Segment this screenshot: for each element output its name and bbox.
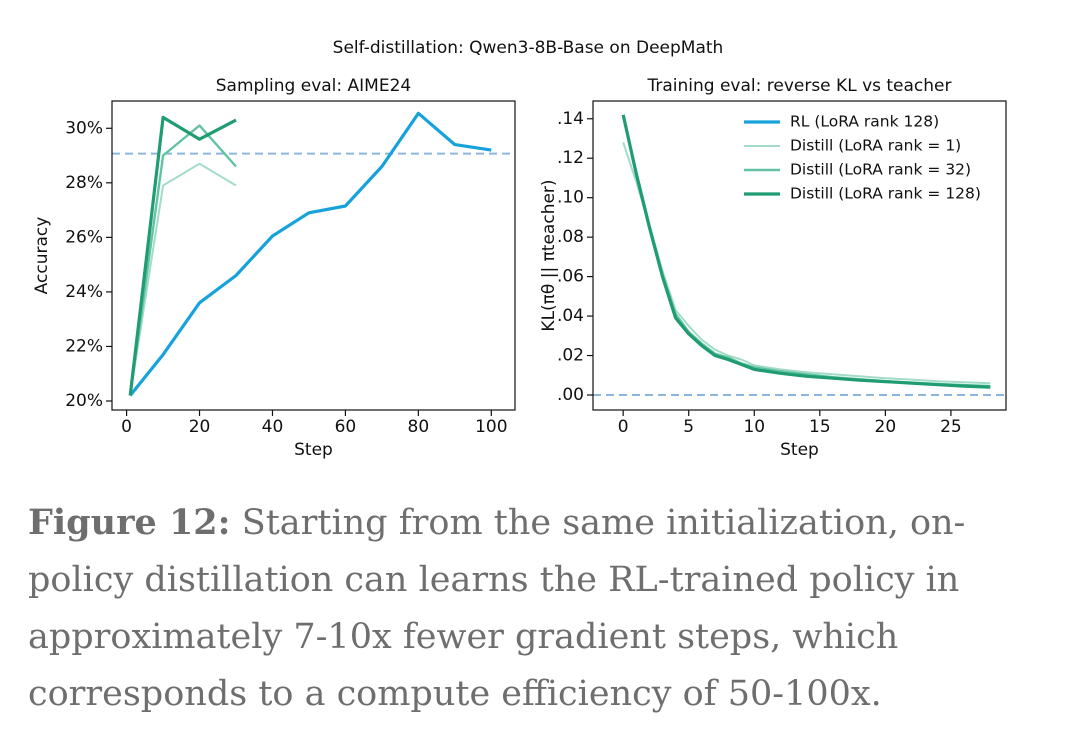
x-tick-label: 10	[743, 417, 765, 437]
caption: Figure 12: Starting from the same initia…	[28, 494, 1058, 723]
figure: Self-distillation: Qwen3-8B-Base on Deep…	[32, 38, 1007, 460]
subplot-title: Training eval: reverse KL vs teacher	[646, 76, 951, 96]
series-line	[622, 142, 991, 385]
series-line	[128, 111, 492, 397]
x-tick-label: 80	[408, 417, 430, 437]
y-tick-label: 20%	[65, 391, 103, 411]
x-tick-label: 0	[618, 417, 629, 437]
series-line	[622, 116, 991, 388]
legend-label: Distill (LoRA rank = 128)	[790, 185, 981, 203]
y-axis-label: Accuracy	[32, 217, 52, 295]
y-tick-label: 28%	[65, 173, 103, 193]
y-tick-label: 26%	[65, 227, 103, 247]
x-axis-label: Step	[294, 440, 333, 460]
x-tick-label: 20	[875, 417, 897, 437]
y-tick-label: .12	[557, 148, 584, 168]
suptitle: Self-distillation: Qwen3-8B-Base on Deep…	[333, 38, 724, 58]
y-tick-label: .04	[557, 306, 584, 326]
subplot-title: Sampling eval: AIME24	[216, 76, 411, 96]
y-tick-label: .08	[557, 227, 584, 247]
plot-frame	[592, 100, 1007, 411]
series-line	[621, 114, 991, 389]
y-tick-label: .02	[557, 346, 584, 366]
legend-label: RL (LoRA rank 128)	[790, 113, 939, 131]
x-tick-label: 25	[940, 417, 962, 437]
x-tick-label: 40	[262, 417, 284, 437]
legend-label: Distill (LoRA rank = 1)	[790, 137, 961, 155]
x-tick-label: 60	[335, 417, 357, 437]
plot-frame	[111, 100, 516, 411]
x-tick-label: 0	[121, 417, 132, 437]
series-line	[129, 162, 237, 396]
y-axis-label: KL(πθ || πteacher)	[539, 179, 559, 331]
y-tick-label: 24%	[65, 282, 103, 302]
y-tick-label: 30%	[65, 118, 103, 138]
caption-label: Figure 12:	[28, 502, 231, 543]
x-tick-label: 5	[683, 417, 694, 437]
series-line	[129, 124, 237, 396]
y-tick-label: .06	[557, 267, 584, 287]
x-tick-label: 15	[809, 417, 831, 437]
x-tick-label: 100	[475, 417, 507, 437]
y-tick-label: .10	[557, 188, 584, 208]
x-axis-label: Step	[780, 440, 819, 460]
series-line	[128, 115, 237, 396]
y-tick-label: 22%	[65, 336, 103, 356]
y-tick-label: .14	[557, 109, 584, 129]
caption-text: Starting from the same initialization, o…	[28, 503, 966, 714]
y-tick-label: .00	[557, 385, 584, 405]
x-tick-label: 20	[189, 417, 211, 437]
legend-label: Distill (LoRA rank = 32)	[790, 161, 971, 179]
